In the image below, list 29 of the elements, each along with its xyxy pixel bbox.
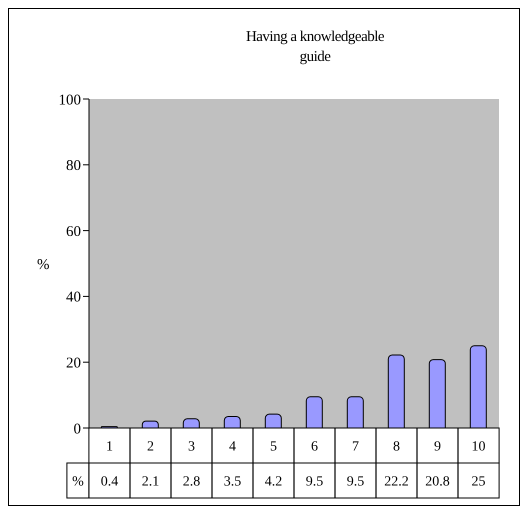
y-tick-label: 40 — [66, 290, 81, 306]
x-tick-label: 4 — [229, 440, 236, 454]
data-label: 20.8 — [425, 474, 450, 490]
y-tick-label: 80 — [66, 158, 81, 174]
x-tick-label: 1 — [106, 440, 113, 454]
data-label: 25 — [472, 474, 486, 490]
y-tick-label: 0 — [74, 421, 81, 438]
text: % — [72, 474, 84, 490]
data-label: 9.5 — [306, 474, 324, 490]
data-label: 9.5 — [346, 474, 364, 490]
y-tick-label: 100 — [58, 92, 81, 108]
y-tick-label: 60 — [66, 224, 81, 240]
x-tick-label: 8 — [393, 440, 400, 454]
x-tick-label: 5 — [270, 440, 277, 454]
x-tick-label: 2 — [147, 440, 154, 454]
data-label: 22.2 — [384, 474, 409, 490]
chart-title: Having a knowledgeable guide — [244, 28, 386, 67]
x-tick-label: 6 — [311, 440, 318, 454]
y-axis-title: % — [37, 256, 50, 273]
data-label: 2.1 — [142, 474, 160, 490]
data-label: 4.2 — [264, 474, 282, 490]
x-tick-label: 10 — [472, 440, 486, 454]
y-tick-label: 20 — [66, 356, 81, 372]
x-tick-label: 9 — [434, 440, 441, 454]
data-label: 2.8 — [182, 474, 200, 490]
data-label: 3.5 — [224, 474, 242, 490]
data-label: 0.4 — [100, 474, 118, 490]
x-tick-label: 7 — [352, 440, 359, 454]
x-tick-label: 3 — [188, 440, 195, 454]
